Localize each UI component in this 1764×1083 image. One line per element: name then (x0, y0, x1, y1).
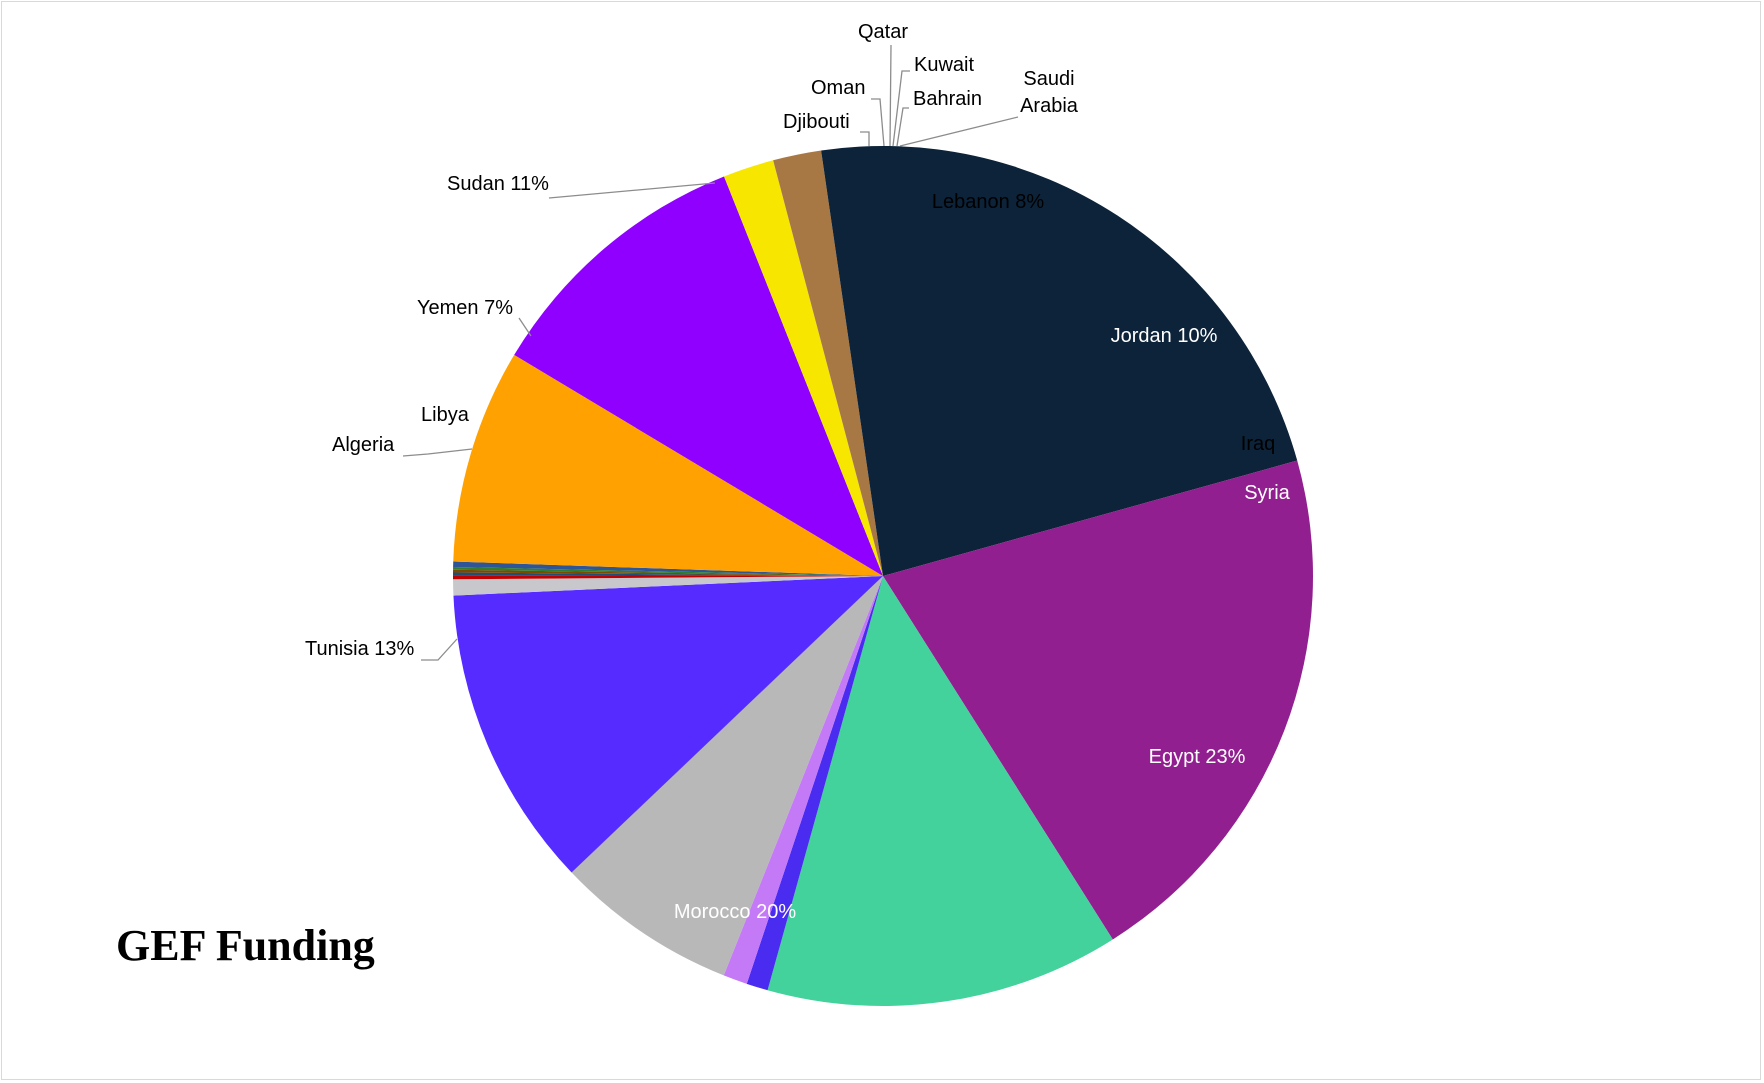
slice-label-sudan: Sudan 11% (447, 173, 549, 195)
leader-line-sudan (548, 182, 716, 199)
slice-label-lebanon: Lebanon 8% (932, 191, 1045, 213)
slice-label-saudi-arabia-2: Arabia (1020, 95, 1079, 117)
slice-label-kuwait: Kuwait (914, 54, 974, 76)
slice-label-qatar: Qatar (858, 21, 908, 43)
leader-line-oman (871, 98, 885, 147)
leader-line-djibouti (860, 131, 870, 146)
slice-label-djibouti: Djibouti (783, 111, 850, 133)
slice-label-iraq: Iraq (1241, 433, 1275, 455)
pie-slice-syria (773, 150, 883, 577)
slice-label-morocco: Morocco 20% (674, 901, 796, 923)
leader-line-tunisia (421, 638, 458, 661)
leader-line-saudi-arabia (899, 116, 1019, 147)
pie-slice-djibouti (453, 576, 883, 596)
slice-label-saudi-arabia-1: Saudi (1023, 68, 1074, 90)
pie-slice-sudan (453, 576, 883, 873)
slice-label-oman: Oman (811, 77, 865, 99)
pie-slice-lebanon (453, 354, 883, 576)
pie-slices (452, 146, 1314, 1006)
leader-line-bahrain (896, 107, 909, 147)
pie-slice-oman (452, 575, 883, 580)
leader-line-algeria (402, 448, 473, 457)
slice-label-syria: Syria (1244, 482, 1290, 504)
pie-slice-saudi-arabia (453, 561, 883, 576)
slice-label-jordan: Jordan 10% (1111, 325, 1218, 347)
chart-title: GEF Funding (116, 921, 375, 970)
pie-slice-tunisia (767, 576, 1113, 1006)
leader-line-kuwait (892, 70, 910, 147)
slice-label-egypt: Egypt 23% (1149, 746, 1246, 768)
slice-label-libya: Libya (421, 404, 470, 426)
slice-label-tunisia: Tunisia 13% (305, 638, 415, 660)
pie-slice-qatar (453, 572, 883, 576)
pie-slice-algeria (746, 576, 883, 991)
pie-slice-kuwait (453, 569, 883, 576)
pie-slice-morocco (883, 460, 1314, 940)
slice-label-yemen: Yemen 7% (417, 297, 513, 319)
slice-label-algeria: Algeria (332, 434, 395, 456)
pie-slice-iraq (724, 160, 883, 576)
pie-slice-yemen (571, 576, 883, 976)
leader-line-yemen (518, 317, 532, 337)
pie-slice-egypt (821, 146, 1298, 576)
slice-label-bahrain: Bahrain (913, 88, 982, 110)
leader-line-qatar (889, 44, 892, 147)
pie-slice-libya (723, 576, 883, 984)
pie-slice-bahrain (453, 566, 883, 576)
pie-slice-jordan (514, 176, 883, 576)
